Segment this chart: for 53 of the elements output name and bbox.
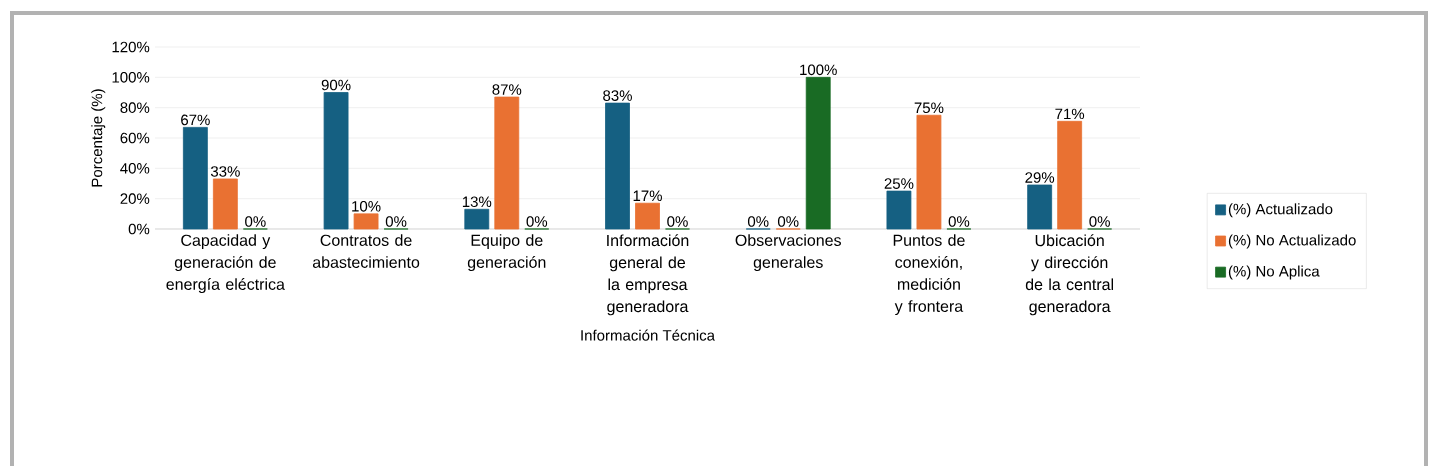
x-tick-label: Información general de la empresa generadora (607, 234, 689, 316)
bar (1057, 120, 1083, 230)
data-label: 13% (462, 196, 492, 208)
data-label: 0% (1089, 216, 1110, 227)
y-tick-label: 120% (112, 41, 150, 53)
data-label: 33% (210, 166, 240, 177)
bar (805, 76, 831, 230)
bar (182, 126, 208, 230)
data-label: 87% (492, 84, 522, 95)
data-label: 17% (633, 190, 662, 202)
y-tick-label: 60% (120, 132, 150, 144)
x-tick-label: Observaciones generales (735, 234, 841, 272)
data-label: 10% (352, 201, 381, 212)
bar (635, 202, 660, 230)
x-axis-title: Información Técnica (581, 329, 716, 341)
bar (464, 208, 490, 230)
x-tick-label: Equipo de generación (467, 234, 546, 272)
bar (605, 102, 630, 230)
bar (212, 178, 238, 230)
data-label: 25% (884, 178, 914, 189)
bar (353, 213, 379, 230)
data-label: 0% (777, 216, 799, 227)
data-label: 83% (603, 90, 632, 101)
y-tick-label: 100% (112, 72, 150, 83)
x-tick-label: Contratos de abastecimiento (312, 234, 420, 268)
x-tick-label: Capacidad y generación de energía eléctrica (166, 234, 285, 294)
legend-label: (%) Actualizado (1228, 203, 1333, 218)
data-label: 0% (526, 216, 548, 227)
legend-label: (%) No Aplica (1228, 265, 1320, 280)
y-tick-label: 0% (128, 223, 150, 235)
bar (916, 114, 942, 230)
data-label: 90% (321, 79, 351, 91)
bar (886, 190, 912, 230)
bar (1027, 184, 1053, 230)
bar (323, 92, 349, 230)
data-label: 71% (1055, 108, 1085, 120)
x-tick-label: Ubicación y dirección de la central generadora (1025, 234, 1114, 316)
data-label: 29% (1025, 172, 1055, 183)
y-tick-label: 40% (120, 163, 150, 174)
data-label: 0% (948, 216, 970, 227)
y-axis-title: Porcentaje (%) (91, 89, 106, 187)
x-tick-label: Puntos de conexión, medición y frontera (893, 234, 965, 316)
data-label: 0% (747, 216, 769, 227)
data-label: 0% (385, 216, 407, 227)
legend-label: (%) No Actualizado (1228, 234, 1356, 249)
data-label: 0% (245, 216, 266, 227)
y-tick-label: 80% (120, 102, 150, 113)
data-label: 75% (914, 102, 944, 114)
y-tick-label: 20% (120, 193, 150, 204)
data-label: 67% (181, 114, 210, 126)
data-label: 0% (667, 216, 688, 227)
data-label: 100% (800, 64, 837, 76)
bar (494, 96, 520, 230)
